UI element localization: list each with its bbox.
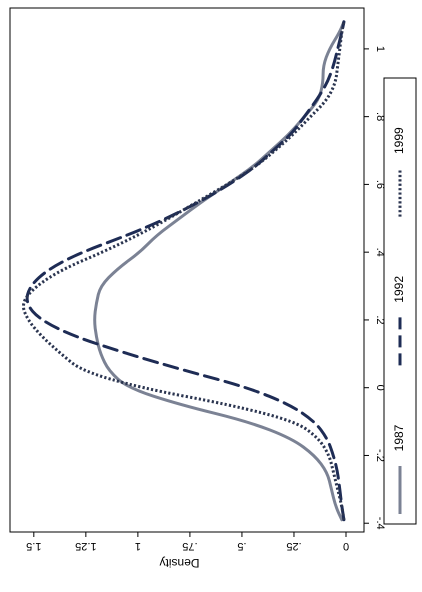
- x-tick-label: 1: [374, 46, 386, 52]
- x-tick-label: -.4: [374, 517, 386, 530]
- series-line-1999: [22, 21, 346, 521]
- x-tick-label: .4: [374, 248, 386, 257]
- x-tick-label: 0: [374, 385, 386, 391]
- x-tick-label: -.2: [374, 449, 386, 462]
- y-tick-label: 1.25: [75, 540, 96, 552]
- series-layer: [22, 20, 346, 522]
- axis-title-layer: Density: [159, 556, 199, 570]
- y-tick-label: 0: [343, 540, 349, 552]
- legend-label-1999: 1999: [392, 127, 406, 154]
- x-tick-label: .6: [374, 180, 386, 189]
- legend-label-1992: 1992: [392, 276, 406, 303]
- legend-box: [383, 77, 417, 525]
- y-tick-label: 1.5: [26, 540, 41, 552]
- y-tick-label: .75: [182, 540, 197, 552]
- y-axis-title: Density: [159, 556, 199, 570]
- series-line-1992: [25, 20, 346, 522]
- x-tick-label: .2: [374, 315, 386, 324]
- y-tick-label: .25: [286, 540, 301, 552]
- legend-label-1987: 1987: [392, 424, 406, 451]
- y-tick-label: .5: [237, 540, 246, 552]
- plot-area: [9, 7, 365, 533]
- y-tick-label: 1: [135, 540, 141, 552]
- x-tick-label: .8: [374, 112, 386, 121]
- series-line-1987: [93, 20, 346, 522]
- axis-layer: -.4 -.2 0 .2 .4 .6 .8 1 0 .25 .5 .75 1 1.25 1.5: [26, 46, 386, 552]
- legend: 1987 1992 1999: [383, 77, 417, 525]
